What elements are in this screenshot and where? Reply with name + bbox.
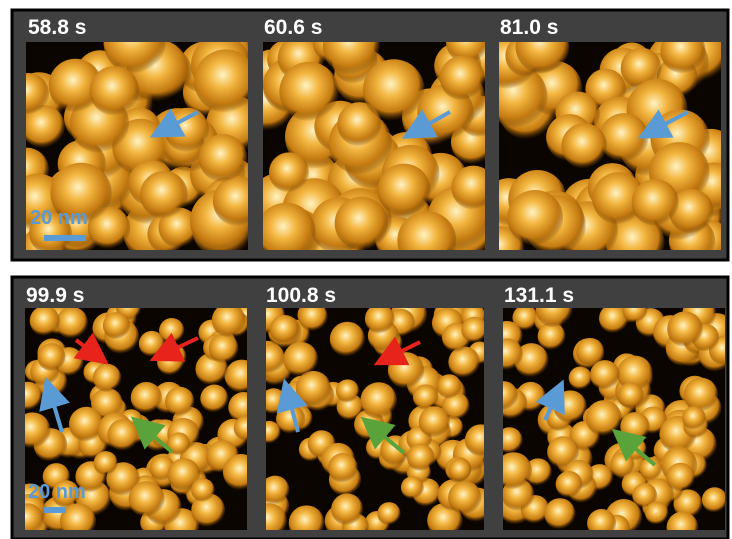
time-label: 58.8 s xyxy=(28,16,86,39)
particle xyxy=(328,453,358,483)
particle xyxy=(330,322,365,357)
particle xyxy=(279,62,338,121)
particle xyxy=(283,342,318,377)
particle xyxy=(569,366,592,389)
time-label: 60.6 s xyxy=(264,16,322,39)
scale-bar-label: 20 nm xyxy=(28,481,86,503)
particle xyxy=(191,478,215,502)
particle xyxy=(599,113,648,162)
particle xyxy=(448,459,471,482)
particle xyxy=(93,364,121,392)
particle xyxy=(586,400,622,436)
particle xyxy=(212,303,246,337)
particle xyxy=(666,463,695,492)
particle xyxy=(407,444,435,472)
particle xyxy=(335,197,388,250)
particle xyxy=(269,152,309,192)
particle xyxy=(702,487,727,512)
particle xyxy=(165,387,195,417)
particle xyxy=(209,334,239,364)
particle xyxy=(561,123,607,169)
particle xyxy=(56,307,88,339)
particle xyxy=(413,384,438,409)
particle xyxy=(129,481,165,517)
figure: 58.8 s 60.6 s 81.0 s 99.9 s 100.8 s 131.… xyxy=(0,0,732,539)
particle xyxy=(419,406,450,437)
particle xyxy=(38,343,66,371)
particle xyxy=(682,406,706,430)
particle xyxy=(131,382,162,413)
particle xyxy=(448,481,481,514)
particle xyxy=(30,306,60,336)
time-label: 99.9 s xyxy=(26,284,84,307)
particle xyxy=(94,451,118,475)
particle xyxy=(620,412,650,442)
particle xyxy=(437,374,462,399)
particle xyxy=(140,171,188,219)
time-label: 100.8 s xyxy=(266,284,336,307)
particle xyxy=(360,382,397,419)
particle xyxy=(667,311,703,347)
particle xyxy=(365,304,395,334)
particle xyxy=(336,379,359,402)
particle xyxy=(684,378,718,412)
scale-bar-label: 20 nm xyxy=(30,207,88,229)
particle xyxy=(618,382,644,408)
time-label: 81.0 s xyxy=(500,16,558,39)
particle xyxy=(590,360,620,390)
particle xyxy=(544,498,575,529)
particle xyxy=(103,312,130,339)
particle xyxy=(377,502,400,525)
particle xyxy=(632,179,679,226)
particle xyxy=(440,56,485,101)
particle xyxy=(90,66,140,116)
particle xyxy=(107,419,139,451)
particle xyxy=(159,318,184,343)
particle xyxy=(200,385,228,413)
time-label: 131.1 s xyxy=(504,284,574,307)
particle xyxy=(331,493,363,525)
particle xyxy=(554,390,587,423)
particle xyxy=(270,315,299,344)
particle xyxy=(378,164,431,217)
particle xyxy=(401,476,424,499)
particle xyxy=(507,190,563,246)
particle xyxy=(388,352,424,388)
particle xyxy=(645,502,668,525)
particle xyxy=(363,59,425,121)
particle xyxy=(461,317,487,343)
particle xyxy=(69,407,104,442)
particle xyxy=(165,108,209,152)
particle xyxy=(610,453,634,477)
particle xyxy=(556,471,583,498)
